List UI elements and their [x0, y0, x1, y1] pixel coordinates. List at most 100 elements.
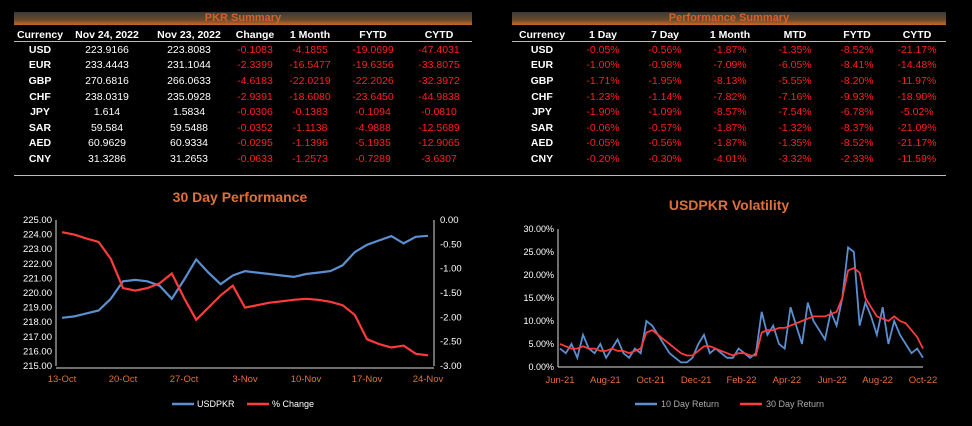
perf-currency-cell: AED — [530, 137, 554, 150]
perf-value-cell: -1.35% — [778, 43, 812, 56]
y-tick-label: 15.00% — [523, 293, 554, 303]
perf-row: CHF -1.23% -1.14% -7.82% -7.16% -9.93% -18.90% — [512, 89, 946, 105]
legend-label: USDPKR — [197, 399, 235, 409]
pkr-value-cell: -2.9391 — [237, 90, 273, 103]
y-left-tick-label: 223.00 — [23, 244, 52, 255]
pkr-value-cell: -12.5689 — [418, 121, 460, 134]
pkr-row: CHF 238.0319 235.0928 -2.9391 -18.6080 -23.64… — [14, 89, 472, 105]
pkr-value-cell: -0.1094 — [355, 106, 391, 119]
x-tick-label: Aug-22 — [862, 375, 893, 386]
perf-value-cell: -1.95% — [648, 74, 682, 87]
summary-bottom-rule — [14, 175, 946, 176]
perf-row: CNY -0.20% -0.30% -4.01% -3.32% -2.33% -11.59% — [512, 151, 946, 167]
perf-value-cell: -6.78% — [840, 106, 874, 119]
perf-value-cell: -4.01% — [713, 152, 747, 165]
series-line-30-day-return — [559, 267, 924, 357]
pkr-value-cell: -19.6356 — [352, 59, 394, 72]
perf-value-cell: -5.55% — [778, 74, 812, 87]
pkr-currency-cell: USD — [28, 43, 52, 56]
perf-currency-cell: CNY — [530, 152, 554, 165]
x-tick-label: Oct-22 — [909, 375, 938, 386]
perf-value-cell: -0.56% — [648, 137, 682, 150]
legend-label: % Change — [272, 399, 314, 409]
perf-value-cell: -0.98% — [648, 59, 682, 72]
perf-value-cell: -0.06% — [586, 121, 620, 134]
y-tick-label: 20.00% — [523, 270, 554, 280]
perf-currency-cell: CHF — [531, 90, 553, 103]
pkr-currency-cell: GBP — [28, 74, 52, 87]
perf-value-cell: -7.82% — [713, 90, 747, 103]
perf-header-cell: 7 Day — [634, 28, 696, 42]
pkr-currency-cell: CHF — [29, 90, 51, 103]
y-left-tick-label: 216.00 — [23, 346, 52, 357]
pkr-header-cell: 1 Month — [280, 28, 340, 42]
perf-value-cell: -1.23% — [586, 90, 620, 103]
perf-value-cell: -1.90% — [586, 106, 620, 119]
pkr-value-cell: 270.6816 — [85, 74, 129, 87]
series-line-usdpkr — [61, 234, 429, 319]
perf-value-cell: -11.97% — [897, 74, 937, 87]
y-right-tick-label: -3.00 — [440, 361, 462, 372]
pkr-value-cell: 60.9629 — [88, 137, 126, 150]
pkr-value-cell: -23.6450 — [352, 90, 394, 103]
x-tick-label: Apr-22 — [773, 375, 802, 386]
perf-value-cell: -2.33% — [840, 152, 874, 165]
perf-currency-cell: USD — [530, 43, 554, 56]
pkr-value-cell: -22.0219 — [289, 74, 331, 87]
perf-value-cell: -1.87% — [713, 121, 747, 134]
y-right-tick-label: -2.50 — [440, 337, 462, 348]
perf-value-cell: -8.52% — [840, 137, 874, 150]
pkr-value-cell: -4.9888 — [355, 121, 391, 134]
pkr-summary-title: PKR Summary — [204, 12, 282, 24]
y-tick-label: 25.00% — [523, 247, 554, 257]
y-tick-label: 5.00% — [528, 339, 554, 349]
perf-value-cell: -8.52% — [840, 43, 874, 56]
y-right-tick-label: -1.00 — [440, 264, 462, 275]
pkr-value-cell: -4.1855 — [292, 43, 328, 56]
perf-header-cell: 1 Month — [696, 28, 764, 42]
pkr-value-cell: -0.0295 — [237, 137, 273, 150]
pkr-value-cell: -0.7289 — [355, 152, 391, 165]
perf-value-cell: -8.20% — [840, 74, 874, 87]
pkr-value-cell: -32.3972 — [418, 74, 460, 87]
chart-title: USDPKR Volatility — [669, 197, 790, 213]
perf-value-cell: -8.41% — [840, 59, 874, 72]
perf-header-cell: Currency — [512, 28, 572, 42]
chart-title: 30 Day Performance — [173, 189, 308, 205]
y-right-tick-label: -1.50 — [440, 288, 462, 299]
x-tick-label: Jun-21 — [545, 375, 574, 386]
y-left-tick-label: 219.00 — [23, 303, 52, 314]
perf-row: EUR -1.00% -0.98% -7.09% -6.05% -8.41% -14.48% — [512, 58, 946, 74]
x-tick-label: Dec-21 — [681, 375, 712, 386]
pkr-value-cell: -1.2573 — [292, 152, 328, 165]
pkr-row: EUR 233.4443 231.1044 -2.3399 -16.5477 -19.63… — [14, 58, 472, 74]
y-right-tick-label: 0.00 — [440, 215, 459, 226]
perf-value-cell: -0.05% — [586, 137, 620, 150]
performance-summary-banner: Performance Summary — [512, 12, 946, 25]
pkr-row: CNY 31.3286 31.2653 -0.0633 -1.2573 -0.7289 -3… — [14, 151, 472, 167]
pkr-value-cell: 223.9166 — [85, 43, 129, 56]
pkr-value-cell: 59.584 — [90, 121, 124, 134]
pkr-value-cell: 1.5834 — [172, 106, 206, 119]
pkr-value-cell: 235.0928 — [167, 90, 211, 103]
pkr-value-cell: -16.5477 — [289, 59, 331, 72]
pkr-value-cell: -33.8075 — [418, 59, 460, 72]
perf-value-cell: -21.17% — [897, 43, 937, 56]
perf-value-cell: -7.16% — [778, 90, 812, 103]
pkr-currency-cell: SAR — [28, 121, 52, 134]
x-tick-label: 24-Nov — [413, 374, 444, 385]
pkr-value-cell: -44.9838 — [418, 90, 460, 103]
perf-value-cell: -7.54% — [778, 106, 812, 119]
pkr-currency-cell: AED — [28, 137, 52, 150]
pkr-value-cell: -18.6080 — [289, 90, 331, 103]
pkr-header-cell: Nov 24, 2022 — [66, 28, 148, 42]
pkr-header-cell: Currency — [14, 28, 66, 42]
pkr-header-cell: Nov 23, 2022 — [148, 28, 230, 42]
pkr-value-cell: 31.3286 — [88, 152, 126, 165]
perf-value-cell: -8.13% — [713, 74, 747, 87]
y-left-tick-label: 222.00 — [23, 259, 52, 270]
series-line--change — [61, 231, 429, 357]
performance-summary-table: Currency 1 Day 7 Day 1 Month MTD FYTD CYTD USD… — [512, 28, 946, 167]
pkr-header-cell: CYTD — [406, 28, 472, 42]
perf-value-cell: -1.87% — [713, 43, 747, 56]
